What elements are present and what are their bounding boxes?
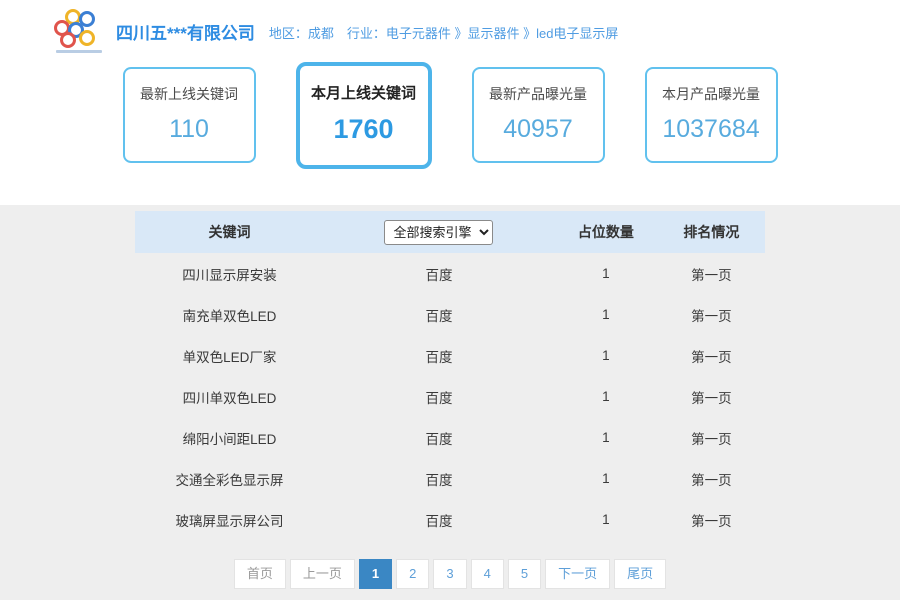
stat-card-value: 1037684 — [662, 115, 760, 143]
breadcrumb: 地区：成都 行业：电子元器件 》显示器件 》led电子显示屏 — [268, 25, 619, 41]
cell-count: 1 — [602, 471, 610, 486]
brand-row: 四川五***有限公司 地区：成都 行业：电子元器件 》显示器件 》led电子显示… — [0, 0, 900, 53]
column-header-keyword: 关键词 — [208, 224, 251, 240]
company-name: 四川五***有限公司 — [116, 23, 255, 43]
cell-keyword: 单双色LED厂家 — [182, 349, 277, 365]
keyword-table: 关键词 全部搜索引擎 占位数量 排名情况 四川显示屏安装 百度 1 第一页 南充… — [135, 211, 765, 540]
stat-card-label: 本月上线关键词 — [310, 84, 416, 102]
stat-cards: 最新上线关键词 110 本月上线关键词 1760 最新产品曝光量 40957 本… — [0, 60, 900, 170]
logo-ring-icon — [60, 32, 76, 48]
cell-count: 1 — [602, 266, 610, 281]
cell-count: 1 — [602, 307, 610, 322]
cell-keyword: 四川显示屏安装 — [182, 267, 277, 283]
table-header-row: 关键词 全部搜索引擎 占位数量 排名情况 — [135, 211, 765, 253]
cell-engine: 百度 — [425, 431, 453, 447]
pagination: 首页 上一页 1 2 3 4 5 下一页 尾页 — [0, 559, 900, 589]
pagination-page-2[interactable]: 2 — [396, 559, 430, 589]
logo-ring-icon — [79, 11, 95, 27]
cell-rank: 第一页 — [691, 472, 732, 488]
cell-engine: 百度 — [425, 267, 453, 283]
table-row: 单双色LED厂家 百度 1 第一页 — [135, 335, 765, 376]
table-row: 玻璃屏显示屏公司 百度 1 第一页 — [135, 499, 765, 540]
pagination-page-5[interactable]: 5 — [507, 559, 542, 589]
stat-card-value: 1760 — [333, 113, 394, 144]
pagination-next-button[interactable]: 下一页 — [545, 559, 611, 589]
stat-card-label: 本月产品曝光量 — [662, 86, 760, 102]
table-row: 四川单双色LED 百度 1 第一页 — [135, 376, 765, 417]
cell-rank: 第一页 — [691, 349, 732, 365]
column-header-rank: 排名情况 — [683, 224, 740, 240]
cell-rank: 第一页 — [691, 308, 732, 324]
cell-keyword: 四川单双色LED — [182, 390, 277, 406]
stat-card-month-exposure[interactable]: 本月产品曝光量 1037684 — [644, 67, 778, 163]
cell-keyword: 玻璃屏显示屏公司 — [175, 513, 284, 529]
cell-engine: 百度 — [425, 308, 453, 324]
cell-keyword: 交通全彩色显示屏 — [175, 472, 284, 488]
stat-card-value: 40957 — [503, 115, 573, 143]
column-header-engine: 全部搜索引擎 — [324, 219, 554, 245]
cell-keyword: 南充单双色LED — [182, 308, 277, 324]
cell-rank: 第一页 — [691, 390, 732, 406]
cell-rank: 第一页 — [691, 513, 732, 529]
stat-card-latest-keywords[interactable]: 最新上线关键词 110 — [122, 67, 256, 163]
cell-engine: 百度 — [425, 472, 453, 488]
pagination-page-4[interactable]: 4 — [470, 559, 504, 589]
pagination-last-button[interactable]: 尾页 — [614, 559, 667, 589]
table-row: 南充单双色LED 百度 1 第一页 — [135, 294, 765, 335]
cell-count: 1 — [602, 512, 610, 527]
logo-caption — [56, 50, 102, 53]
pagination-prev-button[interactable]: 上一页 — [289, 559, 355, 589]
lower-section: 关键词 全部搜索引擎 占位数量 排名情况 四川显示屏安装 百度 1 第一页 南充… — [0, 205, 900, 600]
cell-engine: 百度 — [425, 513, 453, 529]
cell-count: 1 — [602, 348, 610, 363]
cell-engine: 百度 — [425, 349, 453, 365]
cell-engine: 百度 — [425, 390, 453, 406]
cell-rank: 第一页 — [691, 431, 732, 447]
cell-count: 1 — [602, 430, 610, 445]
stat-card-month-keywords[interactable]: 本月上线关键词 1760 — [295, 61, 432, 169]
company-logo-icon — [54, 9, 104, 53]
stat-card-label: 最新产品曝光量 — [489, 86, 587, 102]
pagination-first-button[interactable]: 首页 — [233, 559, 286, 589]
stat-card-value: 110 — [169, 115, 209, 143]
table-row: 四川显示屏安装 百度 1 第一页 — [135, 253, 765, 294]
pagination-page-1[interactable]: 1 — [358, 559, 393, 589]
cell-count: 1 — [602, 389, 610, 404]
top-section: 四川五***有限公司 地区：成都 行业：电子元器件 》显示器件 》led电子显示… — [0, 0, 900, 205]
table-row: 交通全彩色显示屏 百度 1 第一页 — [135, 458, 765, 499]
logo-ring-icon — [79, 30, 95, 46]
pagination-page-3[interactable]: 3 — [433, 559, 467, 589]
cell-rank: 第一页 — [691, 267, 732, 283]
cell-keyword: 绵阳小间距LED — [182, 431, 277, 447]
column-header-count: 占位数量 — [577, 224, 634, 240]
stat-card-label: 最新上线关键词 — [140, 86, 238, 102]
table-row: 绵阳小间距LED 百度 1 第一页 — [135, 417, 765, 458]
engine-filter-select[interactable]: 全部搜索引擎 — [384, 219, 494, 245]
stat-card-latest-exposure[interactable]: 最新产品曝光量 40957 — [471, 67, 605, 163]
